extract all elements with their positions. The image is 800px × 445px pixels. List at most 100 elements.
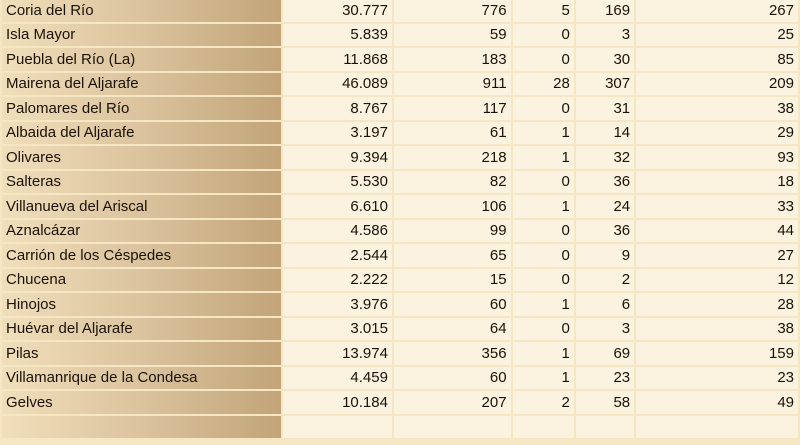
value-cell-col2: 64	[393, 317, 511, 340]
value-cell-col4: 31	[575, 97, 635, 120]
value-cell-col5: 27	[636, 244, 798, 267]
value-cell-col5: 44	[636, 219, 798, 242]
value-cell-col3: 0	[512, 219, 574, 242]
value-cell-col5: 23	[636, 366, 798, 389]
value-cell-col3: 0	[512, 268, 574, 291]
value-cell-col2: 218	[393, 146, 511, 169]
value-cell-col4: 3	[575, 23, 635, 46]
value-cell-col1: 5.839	[283, 23, 392, 46]
table-row: Aznalcázar 4.586 99 0 36 44	[2, 219, 798, 242]
value-cell-col2: 356	[393, 342, 511, 365]
table-row: Villamanrique de la Condesa 4.459 60 1 23 23	[2, 366, 798, 389]
value-cell-col4: 36	[575, 170, 635, 193]
value-cell-col1: 11.868	[283, 48, 392, 71]
table-row: Carrión de los Céspedes 2.544 65 0 9 27	[2, 244, 798, 267]
municipality-name-cell: Pilas	[2, 342, 282, 365]
value-cell-col5: 209	[636, 72, 798, 95]
value-cell-col5: 29	[636, 121, 798, 144]
value-cell-col1	[283, 415, 392, 438]
value-cell-col5: 38	[636, 317, 798, 340]
value-cell-col3: 1	[512, 195, 574, 218]
value-cell-col4: 2	[575, 268, 635, 291]
value-cell-col5: 18	[636, 170, 798, 193]
table-row: Salteras 5.530 82 0 36 18	[2, 170, 798, 193]
municipality-name-cell: Salteras	[2, 170, 282, 193]
value-cell-col4: 307	[575, 72, 635, 95]
value-cell-col4: 32	[575, 146, 635, 169]
table-row: Pilas 13.974 356 1 69 159	[2, 342, 798, 365]
municipality-name-cell: Villamanrique de la Condesa	[2, 366, 282, 389]
value-cell-col4: 14	[575, 121, 635, 144]
value-cell-col1: 4.586	[283, 219, 392, 242]
value-cell-col5	[636, 415, 798, 438]
value-cell-col3	[512, 415, 574, 438]
value-cell-col1: 2.544	[283, 244, 392, 267]
table-row: Gelves 10.184 207 2 58 49	[2, 391, 798, 414]
table-row: Hinojos 3.976 60 1 6 28	[2, 293, 798, 316]
value-cell-col5: 28	[636, 293, 798, 316]
value-cell-col2: 60	[393, 293, 511, 316]
municipality-name-cell: Carrión de los Céspedes	[2, 244, 282, 267]
value-cell-col3: 1	[512, 121, 574, 144]
value-cell-col3: 1	[512, 366, 574, 389]
municipality-name-cell: Chucena	[2, 268, 282, 291]
value-cell-col3: 1	[512, 293, 574, 316]
value-cell-col1: 46.089	[283, 72, 392, 95]
value-cell-col5: 33	[636, 195, 798, 218]
value-cell-col3: 1	[512, 342, 574, 365]
table-row: Mairena del Aljarafe 46.089 911 28 307 209	[2, 72, 798, 95]
value-cell-col3: 28	[512, 72, 574, 95]
table-row: Albaida del Aljarafe 3.197 61 1 14 29	[2, 121, 798, 144]
value-cell-col5: 93	[636, 146, 798, 169]
municipality-name-cell: Albaida del Aljarafe	[2, 121, 282, 144]
value-cell-col2: 60	[393, 366, 511, 389]
municipality-name-cell: Huévar del Aljarafe	[2, 317, 282, 340]
value-cell-col1: 4.459	[283, 366, 392, 389]
value-cell-col2: 99	[393, 219, 511, 242]
value-cell-col3: 5	[512, 0, 574, 22]
value-cell-col2: 106	[393, 195, 511, 218]
municipality-name-cell	[2, 415, 282, 438]
value-cell-col5: 85	[636, 48, 798, 71]
value-cell-col5: 12	[636, 268, 798, 291]
municipality-name-cell: Hinojos	[2, 293, 282, 316]
value-cell-col3: 0	[512, 23, 574, 46]
value-cell-col1: 13.974	[283, 342, 392, 365]
value-cell-col5: 49	[636, 391, 798, 414]
value-cell-col2: 117	[393, 97, 511, 120]
value-cell-col2: 61	[393, 121, 511, 144]
value-cell-col3: 2	[512, 391, 574, 414]
value-cell-col4	[575, 415, 635, 438]
municipality-name-cell: Isla Mayor	[2, 23, 282, 46]
municipality-name-cell: Palomares del Río	[2, 97, 282, 120]
value-cell-col4: 9	[575, 244, 635, 267]
municipality-name-cell: Mairena del Aljarafe	[2, 72, 282, 95]
value-cell-col4: 6	[575, 293, 635, 316]
value-cell-col1: 3.197	[283, 121, 392, 144]
value-cell-col1: 3.976	[283, 293, 392, 316]
value-cell-col1: 8.767	[283, 97, 392, 120]
value-cell-col2: 15	[393, 268, 511, 291]
municipality-name-cell: Puebla del Río (La)	[2, 48, 282, 71]
value-cell-col5: 159	[636, 342, 798, 365]
value-cell-col2: 59	[393, 23, 511, 46]
value-cell-col4: 23	[575, 366, 635, 389]
municipality-name-cell: Villanueva del Ariscal	[2, 195, 282, 218]
value-cell-col4: 3	[575, 317, 635, 340]
value-cell-col2: 82	[393, 170, 511, 193]
value-cell-col1: 9.394	[283, 146, 392, 169]
value-cell-col4: 58	[575, 391, 635, 414]
value-cell-col4: 36	[575, 219, 635, 242]
table-row	[2, 415, 798, 438]
value-cell-col4: 24	[575, 195, 635, 218]
table-row: Palomares del Río 8.767 117 0 31 38	[2, 97, 798, 120]
value-cell-col2: 207	[393, 391, 511, 414]
municipality-name-cell: Coria del Río	[2, 0, 282, 22]
value-cell-col1: 3.015	[283, 317, 392, 340]
value-cell-col3: 0	[512, 48, 574, 71]
table-row: Huévar del Aljarafe 3.015 64 0 3 38	[2, 317, 798, 340]
value-cell-col3: 0	[512, 170, 574, 193]
table-body: Coria del Río 30.777 776 5 169 267 Isla Mayor 5…	[2, 0, 798, 438]
